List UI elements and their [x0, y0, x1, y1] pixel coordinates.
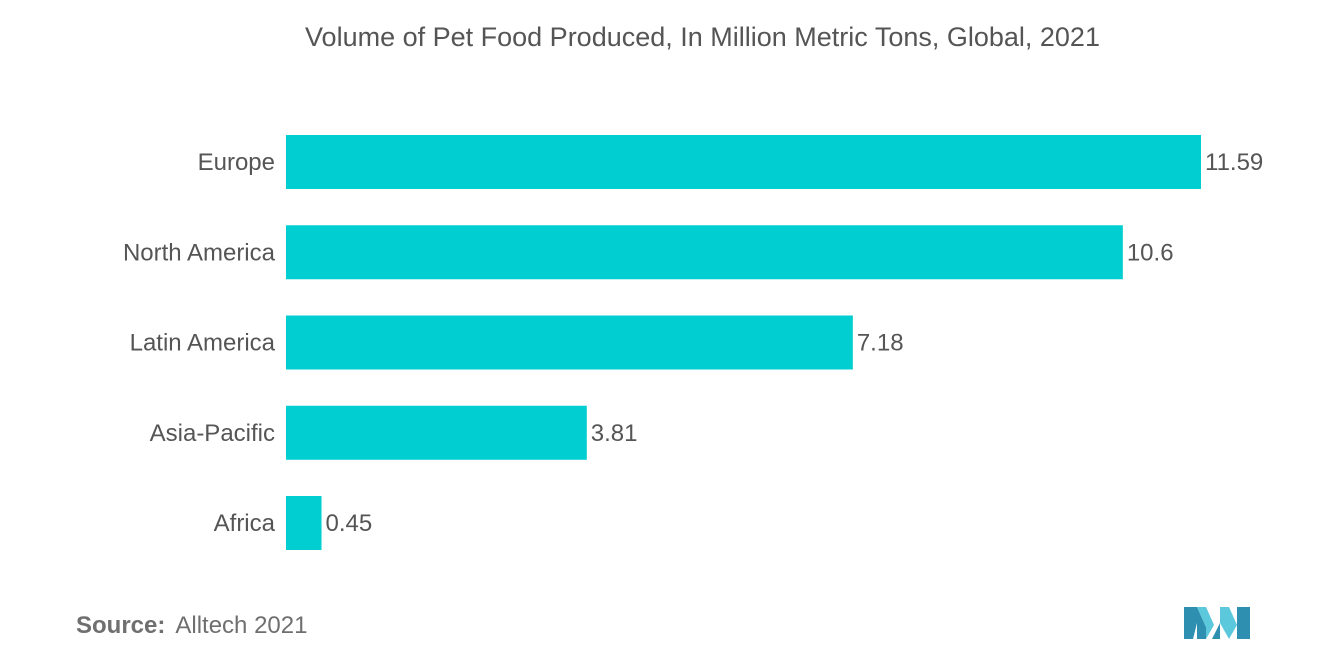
category-label-latin-america: Latin America: [130, 330, 276, 357]
bar-europe: [286, 135, 1201, 189]
value-label-north-america: 10.6: [1127, 239, 1174, 266]
bar-africa: [286, 496, 322, 550]
category-label-europe: Europe: [198, 149, 275, 176]
bar-latin-america: [286, 315, 853, 370]
source-label: Source:: [76, 612, 166, 639]
value-label-asia-pacific: 3.81: [591, 420, 638, 447]
category-label-asia-pacific: Asia-Pacific: [150, 420, 275, 447]
bar-north-america: [286, 225, 1123, 280]
category-label-africa: Africa: [214, 510, 276, 537]
value-label-latin-america: 7.18: [857, 330, 904, 357]
bar-asia-pacific: [286, 405, 587, 460]
source-note: Source: Alltech 2021: [76, 612, 307, 640]
source-text: Alltech 2021: [175, 612, 308, 639]
mordor-logo-icon: [1184, 607, 1250, 639]
value-label-africa: 0.45: [326, 510, 373, 537]
category-label-north-america: North America: [123, 239, 276, 266]
chart-title: Volume of Pet Food Produced, In Million …: [305, 22, 1100, 52]
value-label-europe: 11.59: [1205, 149, 1263, 176]
